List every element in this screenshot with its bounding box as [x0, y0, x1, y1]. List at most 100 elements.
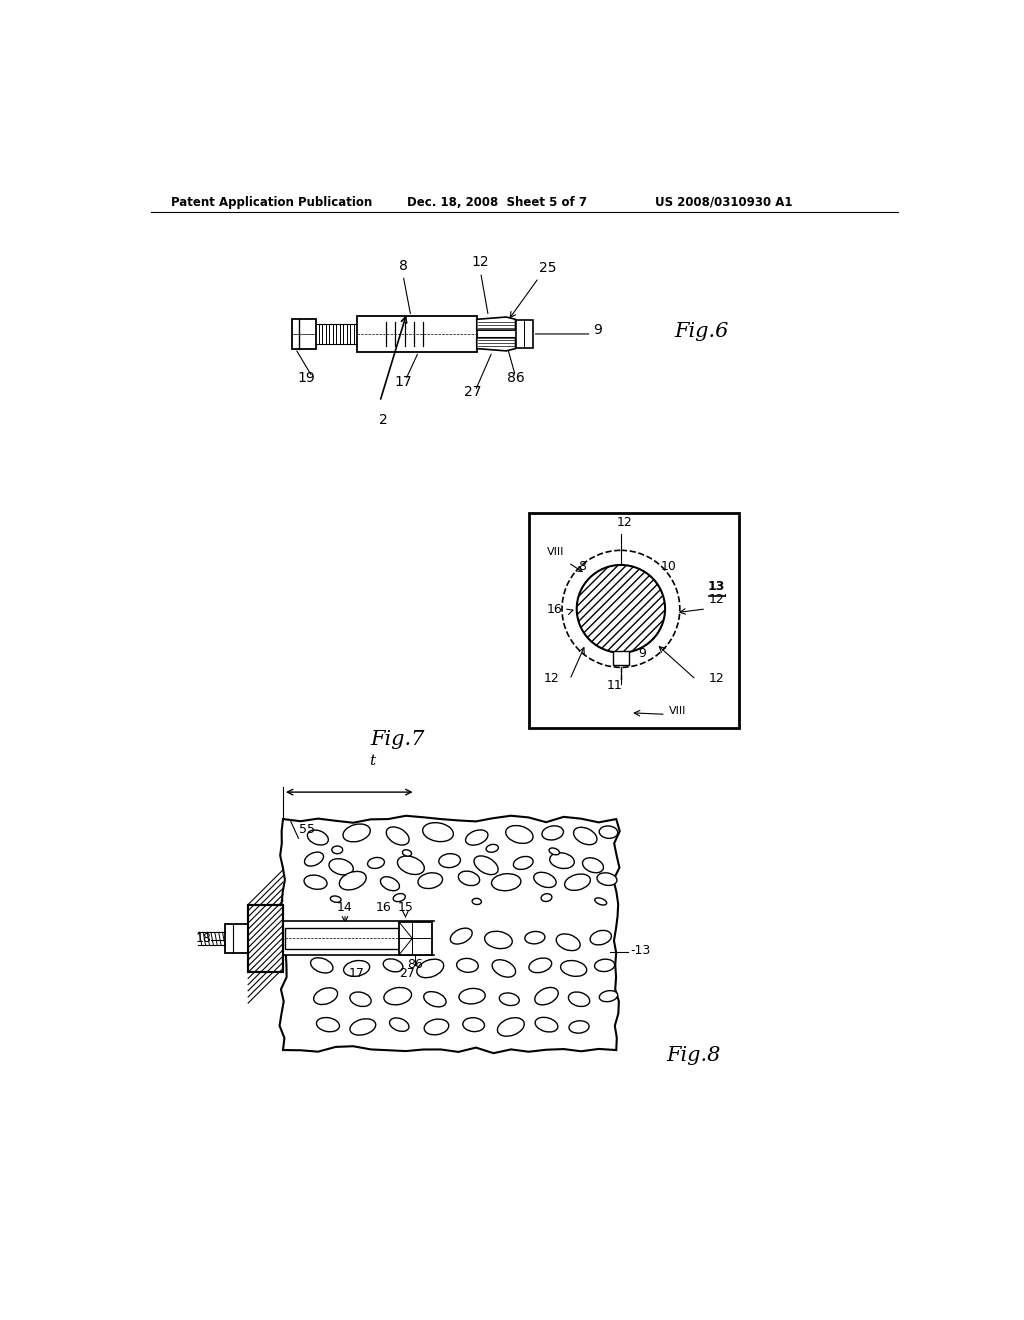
Circle shape: [562, 550, 680, 668]
Ellipse shape: [506, 825, 534, 843]
Ellipse shape: [343, 824, 371, 842]
Ellipse shape: [424, 1019, 449, 1035]
Bar: [356, 317, 477, 351]
Ellipse shape: [595, 960, 614, 972]
Text: US 2008/0310930 A1: US 2008/0310930 A1: [655, 195, 793, 209]
Ellipse shape: [344, 961, 370, 977]
Text: 12: 12: [472, 255, 489, 269]
Text: 86: 86: [507, 371, 524, 384]
Text: t: t: [369, 754, 375, 768]
Ellipse shape: [424, 991, 446, 1007]
Ellipse shape: [498, 1018, 524, 1036]
Ellipse shape: [418, 873, 442, 888]
Ellipse shape: [350, 993, 371, 1006]
Bar: [283, 921, 434, 956]
Text: 27: 27: [464, 384, 481, 399]
Ellipse shape: [597, 873, 616, 886]
Ellipse shape: [556, 933, 581, 950]
Text: VIII: VIII: [669, 706, 686, 717]
Ellipse shape: [484, 932, 512, 949]
Ellipse shape: [541, 894, 552, 902]
Ellipse shape: [393, 894, 406, 902]
Bar: [529, 512, 738, 729]
Ellipse shape: [513, 857, 534, 870]
Ellipse shape: [459, 989, 485, 1005]
Text: 12': 12': [709, 593, 728, 606]
Ellipse shape: [439, 854, 461, 867]
Ellipse shape: [599, 990, 617, 1002]
Text: 11: 11: [607, 678, 623, 692]
Text: Fig.6: Fig.6: [675, 322, 729, 341]
Ellipse shape: [459, 871, 479, 886]
Text: Fig.7: Fig.7: [371, 730, 425, 750]
Bar: [292, 319, 316, 348]
Bar: [399, 923, 432, 954]
Ellipse shape: [397, 855, 424, 875]
Ellipse shape: [350, 1019, 376, 1035]
Ellipse shape: [599, 826, 617, 838]
Text: 16: 16: [376, 900, 391, 913]
Text: 86: 86: [407, 958, 423, 972]
Ellipse shape: [500, 993, 519, 1006]
Ellipse shape: [389, 1018, 409, 1031]
Ellipse shape: [474, 855, 498, 875]
Text: 18: 18: [196, 932, 211, 945]
Ellipse shape: [451, 928, 472, 944]
Ellipse shape: [583, 858, 603, 873]
Bar: [248, 904, 283, 973]
Text: Dec. 18, 2008  Sheet 5 of 7: Dec. 18, 2008 Sheet 5 of 7: [407, 195, 587, 209]
Ellipse shape: [384, 987, 412, 1005]
Text: 10: 10: [662, 561, 677, 573]
Ellipse shape: [368, 858, 384, 869]
Ellipse shape: [339, 871, 367, 890]
Text: Fig.8: Fig.8: [667, 1045, 721, 1065]
Ellipse shape: [463, 1018, 484, 1032]
Text: 55: 55: [299, 822, 314, 836]
Ellipse shape: [535, 987, 558, 1005]
Text: 13: 13: [708, 579, 725, 593]
Text: 9: 9: [638, 647, 646, 660]
Ellipse shape: [569, 1020, 589, 1034]
Text: Patent Application Publication: Patent Application Publication: [171, 195, 372, 209]
Polygon shape: [477, 317, 515, 330]
Ellipse shape: [486, 845, 499, 853]
Ellipse shape: [568, 993, 590, 1006]
Text: -13: -13: [630, 944, 650, 957]
Ellipse shape: [313, 987, 338, 1005]
Text: 8: 8: [579, 561, 586, 573]
Ellipse shape: [560, 961, 587, 977]
Ellipse shape: [549, 847, 559, 855]
Text: 25: 25: [539, 261, 556, 276]
Ellipse shape: [573, 828, 597, 845]
Bar: [225, 924, 248, 953]
Text: 17: 17: [349, 968, 365, 979]
Ellipse shape: [329, 859, 353, 875]
Ellipse shape: [564, 874, 591, 891]
Ellipse shape: [310, 958, 333, 973]
Text: 15: 15: [397, 900, 414, 913]
Polygon shape: [280, 816, 620, 1053]
Ellipse shape: [386, 826, 410, 845]
Ellipse shape: [307, 830, 329, 845]
Ellipse shape: [493, 960, 515, 977]
Text: VIII: VIII: [547, 546, 564, 557]
Polygon shape: [477, 338, 515, 351]
Ellipse shape: [542, 826, 563, 840]
Ellipse shape: [466, 830, 487, 845]
Ellipse shape: [529, 958, 552, 973]
Ellipse shape: [402, 850, 412, 857]
Text: 27: 27: [399, 968, 415, 979]
Ellipse shape: [381, 876, 399, 891]
Ellipse shape: [534, 873, 556, 887]
Ellipse shape: [590, 931, 611, 945]
Ellipse shape: [536, 1018, 558, 1032]
Bar: [285, 928, 400, 949]
Ellipse shape: [550, 853, 574, 869]
Ellipse shape: [457, 958, 478, 973]
Text: 12: 12: [616, 516, 633, 529]
Text: 17: 17: [394, 375, 412, 388]
Text: 9: 9: [593, 323, 602, 337]
Text: 12: 12: [710, 672, 725, 685]
Ellipse shape: [423, 822, 454, 842]
Circle shape: [577, 565, 665, 653]
